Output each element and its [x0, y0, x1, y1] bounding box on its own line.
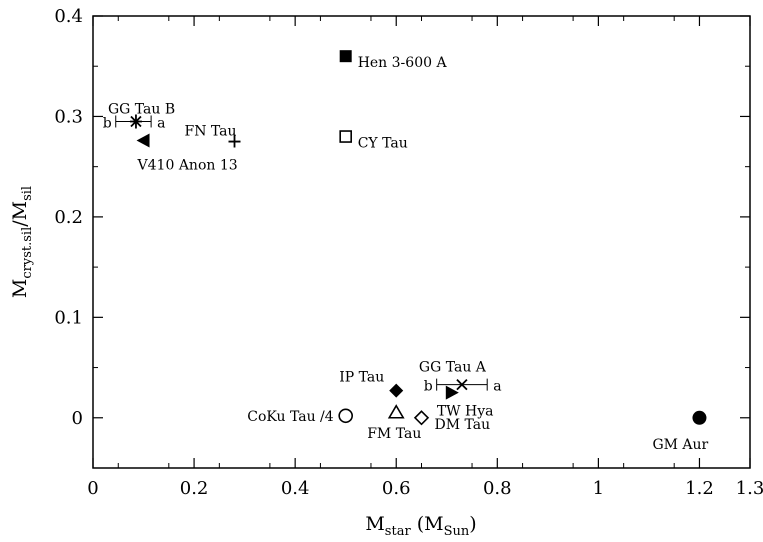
x-tick-label: 0 [87, 478, 98, 499]
point-label: GG Tau A [419, 360, 487, 376]
cross-marker [456, 378, 468, 391]
point-label: DM Tau [435, 417, 491, 433]
point-label: IP Tau [339, 370, 384, 386]
asterisk-marker [129, 114, 142, 129]
point-label: TW Hya [437, 404, 494, 420]
axis-ticks [92, 15, 751, 469]
diamond-filled-marker [389, 383, 404, 398]
point-label: GG Tau B [108, 101, 175, 117]
y-axis-title: Mcryst.sil/Msil [9, 186, 35, 298]
point-label: FN Tau [185, 124, 237, 140]
error-bar-end-label: a [493, 379, 501, 395]
point-label: V410 Anon 13 [137, 158, 238, 174]
point-label: Hen 3-600 A [358, 55, 448, 71]
x-tick-label: 0.2 [180, 478, 209, 499]
error-bar-end-label: a [157, 115, 165, 131]
x-tick-label: 0.6 [382, 478, 411, 499]
triangle-left-marker [136, 133, 150, 148]
x-tick-label: 1.2 [685, 478, 714, 499]
point-label: GM Aur [652, 437, 708, 453]
point-labels: Hen 3-600 A CY Tau GG Tau B V410 Anon 13 FN … [108, 55, 709, 453]
y-tick-label: 0 [72, 408, 83, 429]
circle-filled-marker [692, 410, 707, 425]
x-tick-label: 1 [593, 478, 604, 499]
x-tick-label: 0.4 [281, 478, 310, 499]
point-label: CY Tau [358, 136, 408, 152]
triangle-right-marker [445, 385, 459, 400]
plot-frame [92, 15, 751, 469]
x-tick-label: 1.3 [736, 478, 763, 499]
x-axis-title: Mstar (MSun) [365, 513, 476, 539]
circle-open-marker [338, 408, 353, 424]
error-bar-end-label: b [103, 115, 112, 131]
y-tick-label: 0.2 [54, 207, 83, 228]
diamond-open-marker [413, 410, 430, 426]
y-tick-label: 0.4 [54, 6, 83, 27]
axis-tick-labels: 0 0.2 0.4 0.6 0.8 1 1.2 1.3 0 0.1 0.2 0.3 0.4 [54, 6, 763, 499]
x-tick-label: 0.8 [483, 478, 512, 499]
data-markers [129, 50, 707, 426]
y-tick-label: 0.1 [54, 307, 83, 328]
triangle-up-open-marker [387, 404, 405, 419]
error-bar-end-label: b [424, 379, 433, 395]
point-label: FM Tau [367, 426, 421, 442]
point-label: CoKu Tau /4 [247, 409, 334, 425]
square-filled-marker [339, 50, 352, 63]
y-tick-label: 0.3 [54, 106, 83, 127]
plus-marker [228, 135, 241, 148]
square-open-marker [339, 130, 352, 143]
